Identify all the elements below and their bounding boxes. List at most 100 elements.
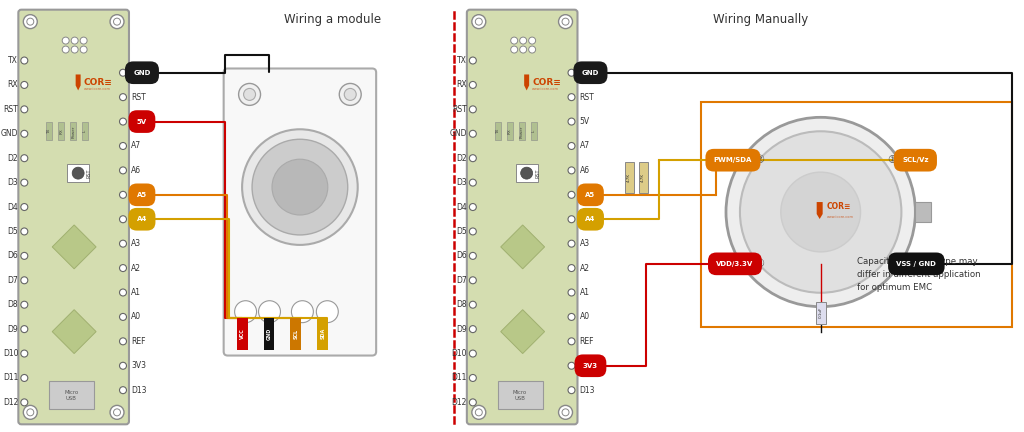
Circle shape [475, 18, 482, 25]
Circle shape [120, 264, 127, 272]
Circle shape [24, 405, 37, 419]
Bar [49, 381, 94, 410]
Text: REF: REF [580, 337, 594, 346]
Text: COR≡: COR≡ [826, 202, 851, 210]
Circle shape [114, 18, 121, 25]
Text: D3: D3 [456, 178, 467, 187]
Text: D6: D6 [7, 251, 18, 260]
Bar [46, 122, 52, 140]
Text: TX: TX [8, 56, 18, 65]
Circle shape [120, 240, 127, 247]
Bar [291, 318, 301, 349]
Text: D9: D9 [456, 324, 467, 334]
Circle shape [469, 130, 476, 137]
Circle shape [27, 18, 34, 25]
Text: GND: GND [582, 70, 599, 76]
Circle shape [80, 46, 87, 53]
Text: 5V: 5V [580, 117, 590, 126]
Circle shape [110, 15, 124, 29]
Circle shape [568, 314, 575, 321]
Circle shape [562, 409, 569, 416]
Circle shape [469, 203, 476, 210]
Circle shape [120, 118, 127, 125]
Circle shape [568, 118, 575, 125]
Text: L: L [83, 130, 87, 132]
Circle shape [568, 240, 575, 247]
Text: 5V: 5V [137, 118, 147, 124]
Bar [82, 122, 88, 140]
Circle shape [568, 338, 575, 345]
Circle shape [120, 338, 127, 345]
Text: SDA: SDA [321, 328, 326, 339]
Text: RX: RX [508, 128, 512, 134]
Text: RX: RX [59, 128, 63, 134]
Circle shape [568, 362, 575, 369]
Circle shape [568, 289, 575, 296]
Text: 3V3: 3V3 [131, 361, 146, 370]
Circle shape [528, 37, 536, 44]
Text: D5: D5 [7, 227, 18, 236]
Bar [237, 318, 248, 349]
Text: Power: Power [71, 125, 75, 137]
Text: D12: D12 [452, 398, 467, 407]
Bar [816, 302, 825, 324]
Text: SCL: SCL [294, 329, 298, 339]
Circle shape [62, 46, 70, 53]
Circle shape [242, 129, 357, 245]
Circle shape [568, 167, 575, 174]
Text: VDD/3.3V: VDD/3.3V [717, 261, 754, 267]
Text: ③: ③ [754, 259, 764, 269]
Bar [317, 318, 329, 349]
Text: A6: A6 [131, 166, 141, 175]
Text: Micro
USB: Micro USB [513, 390, 526, 401]
Text: D8: D8 [457, 300, 467, 309]
Circle shape [234, 301, 257, 323]
Text: VCC: VCC [240, 328, 245, 339]
Circle shape [120, 94, 127, 101]
Circle shape [469, 326, 476, 333]
Circle shape [475, 409, 482, 416]
Bar [263, 318, 274, 349]
Circle shape [239, 83, 260, 105]
Text: A6: A6 [580, 166, 590, 175]
Text: TX: TX [457, 56, 467, 65]
Circle shape [472, 15, 485, 29]
FancyBboxPatch shape [223, 69, 376, 356]
Circle shape [20, 277, 28, 284]
Text: A3: A3 [131, 239, 141, 248]
Circle shape [344, 89, 356, 100]
Bar [495, 122, 501, 140]
Text: RST: RST [4, 105, 18, 114]
Text: ②: ② [754, 155, 764, 165]
Text: RX: RX [8, 80, 18, 89]
Text: 4.7K: 4.7K [641, 173, 645, 182]
Text: GND: GND [450, 129, 467, 138]
Text: A2: A2 [580, 264, 590, 273]
Text: Micro
USB: Micro USB [65, 390, 78, 401]
Text: PWM/SDA: PWM/SDA [714, 157, 753, 163]
Circle shape [20, 82, 28, 89]
FancyBboxPatch shape [467, 10, 578, 424]
Text: TX: TX [47, 129, 51, 134]
Text: ①: ① [888, 155, 897, 165]
Circle shape [469, 350, 476, 357]
Circle shape [114, 409, 121, 416]
Circle shape [339, 83, 361, 105]
Circle shape [568, 94, 575, 101]
Text: D3: D3 [7, 178, 18, 187]
Text: D10: D10 [452, 349, 467, 358]
Circle shape [71, 46, 78, 53]
Circle shape [62, 37, 70, 44]
Circle shape [469, 155, 476, 162]
Circle shape [27, 409, 34, 416]
Text: SCL/Vz: SCL/Vz [902, 157, 929, 163]
Text: 3V3: 3V3 [583, 363, 598, 369]
Text: A5: A5 [137, 192, 147, 198]
Text: A1: A1 [131, 288, 141, 297]
Circle shape [568, 191, 575, 198]
Polygon shape [76, 74, 81, 90]
Text: 4.7K: 4.7K [628, 173, 632, 182]
Text: RST: RST [580, 92, 594, 102]
Circle shape [258, 301, 281, 323]
Text: A4: A4 [137, 216, 147, 222]
